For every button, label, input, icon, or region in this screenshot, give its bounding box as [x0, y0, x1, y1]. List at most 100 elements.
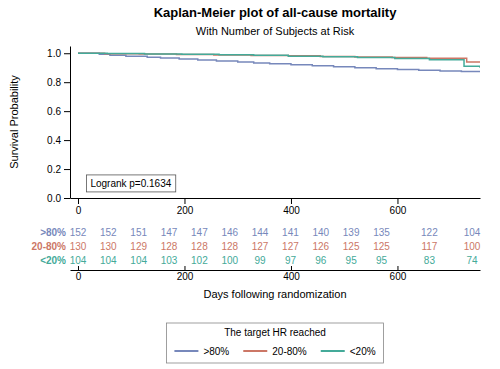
risk-count: 117	[421, 241, 437, 252]
tick-mark	[291, 198, 292, 204]
risk-count: 129	[130, 241, 147, 252]
tick-mark	[64, 111, 70, 112]
risk-row-label: 20-80%	[32, 241, 67, 252]
curves	[78, 53, 480, 72]
tick-mark	[184, 266, 185, 270]
tick-mark	[64, 169, 70, 170]
legend: The target HR reached >80% 20-80% <20%	[166, 323, 383, 363]
legend-swatch	[243, 350, 267, 352]
risk-count: 135	[373, 227, 390, 238]
risk-count: 127	[252, 241, 269, 252]
subtitle: With Number of Subjects at Risk	[196, 25, 355, 37]
risk-count: 95	[346, 255, 358, 266]
tick: 200	[177, 198, 194, 216]
tick: 0.2	[47, 164, 70, 175]
tick-label: 0	[76, 205, 82, 216]
tick-label: 0.8	[47, 77, 61, 88]
x-axis: 0 200 400 600	[71, 198, 481, 216]
risk-count: 139	[343, 227, 360, 238]
tick-label: 400	[283, 205, 300, 216]
y-axis-label: Survival Probability	[8, 75, 20, 169]
tick-mark	[397, 266, 398, 270]
annotation-frame	[86, 175, 175, 192]
legend-swatch	[321, 350, 345, 352]
risk-x-axis: 0 200 400 600	[71, 266, 481, 282]
risk-count: 96	[315, 255, 327, 266]
y-axis: 0.0 0.2 0.4 0.6 0.8 1.0	[47, 47, 70, 204]
risk-count: 151	[130, 227, 147, 238]
risk-count: 104	[70, 255, 87, 266]
tick: 0	[76, 198, 82, 216]
legend-swatch	[174, 350, 198, 352]
risk-table: >80%152152151147147146144141140139135122…	[32, 227, 481, 266]
risk-count: 128	[161, 241, 178, 252]
risk-count: 144	[252, 227, 269, 238]
tick-mark	[291, 266, 292, 270]
legend-label: >80%	[203, 346, 229, 357]
risk-count: 147	[161, 227, 178, 238]
tick-label: 0	[76, 271, 82, 282]
risk-count: 152	[100, 227, 117, 238]
tick: 0.0	[47, 193, 70, 204]
risk-count: 122	[421, 227, 438, 238]
risk-count: 140	[312, 227, 329, 238]
tick: 0	[76, 266, 82, 282]
tick-mark	[64, 198, 70, 199]
risk-count: 125	[373, 241, 390, 252]
tick-mark	[64, 82, 70, 83]
tick-label: 0.6	[47, 106, 61, 117]
axis-line	[71, 198, 481, 199]
risk-count: 102	[191, 255, 208, 266]
legend-frame	[166, 323, 383, 363]
tick: 400	[283, 198, 300, 216]
risk-count: 104	[130, 255, 147, 266]
tick-label: 200	[177, 205, 194, 216]
legend-title: The target HR reached	[224, 327, 326, 338]
legend-item: <20%	[321, 346, 376, 357]
risk-count: 125	[343, 241, 360, 252]
axis-line	[70, 47, 71, 199]
chart: Kaplan-Meier plot of all-cause mortality…	[0, 0, 500, 369]
annotation: Logrank p=0.1634	[90, 178, 171, 189]
risk-count: 147	[191, 227, 208, 238]
tick-mark	[78, 198, 79, 204]
axis-line	[71, 270, 481, 271]
tick-label: 0.2	[47, 164, 61, 175]
tick-mark	[64, 53, 70, 54]
tick: 0.8	[47, 77, 70, 88]
legend-item: >80%	[174, 346, 229, 357]
tick-mark	[397, 198, 398, 204]
risk-count: 100	[464, 241, 481, 252]
tick-label: 400	[283, 271, 300, 282]
tick-label: 1.0	[47, 48, 61, 59]
tick: 0.4	[47, 135, 70, 146]
tick: 200	[177, 266, 194, 282]
tick: 1.0	[47, 48, 70, 59]
risk-count: 128	[221, 241, 238, 252]
tick-mark	[64, 140, 70, 141]
legend-label: 20-80%	[272, 346, 307, 357]
risk-count: 130	[70, 241, 87, 252]
risk-count: 100	[221, 255, 238, 266]
tick: 0.6	[47, 106, 70, 117]
tick-mark	[78, 266, 79, 270]
risk-count: 83	[424, 255, 436, 266]
tick-label: 200	[177, 271, 194, 282]
risk-row-label: >80%	[40, 227, 66, 238]
tick: 600	[390, 198, 407, 216]
title: Kaplan-Meier plot of all-cause mortality	[154, 5, 397, 20]
km-curve	[78, 53, 480, 72]
risk-row-label: <20%	[40, 255, 66, 266]
risk-count: 103	[161, 255, 178, 266]
risk-count: 74	[466, 255, 478, 266]
risk-count: 97	[285, 255, 297, 266]
tick-label: 600	[390, 205, 407, 216]
risk-count: 130	[100, 241, 117, 252]
risk-count: 146	[221, 227, 238, 238]
tick-mark	[184, 198, 185, 204]
risk-count: 104	[100, 255, 117, 266]
x-axis-label: Days following randomization	[203, 288, 346, 300]
tick-label: 600	[390, 271, 407, 282]
tick-label: 0.0	[47, 193, 61, 204]
tick-label: 0.4	[47, 135, 61, 146]
